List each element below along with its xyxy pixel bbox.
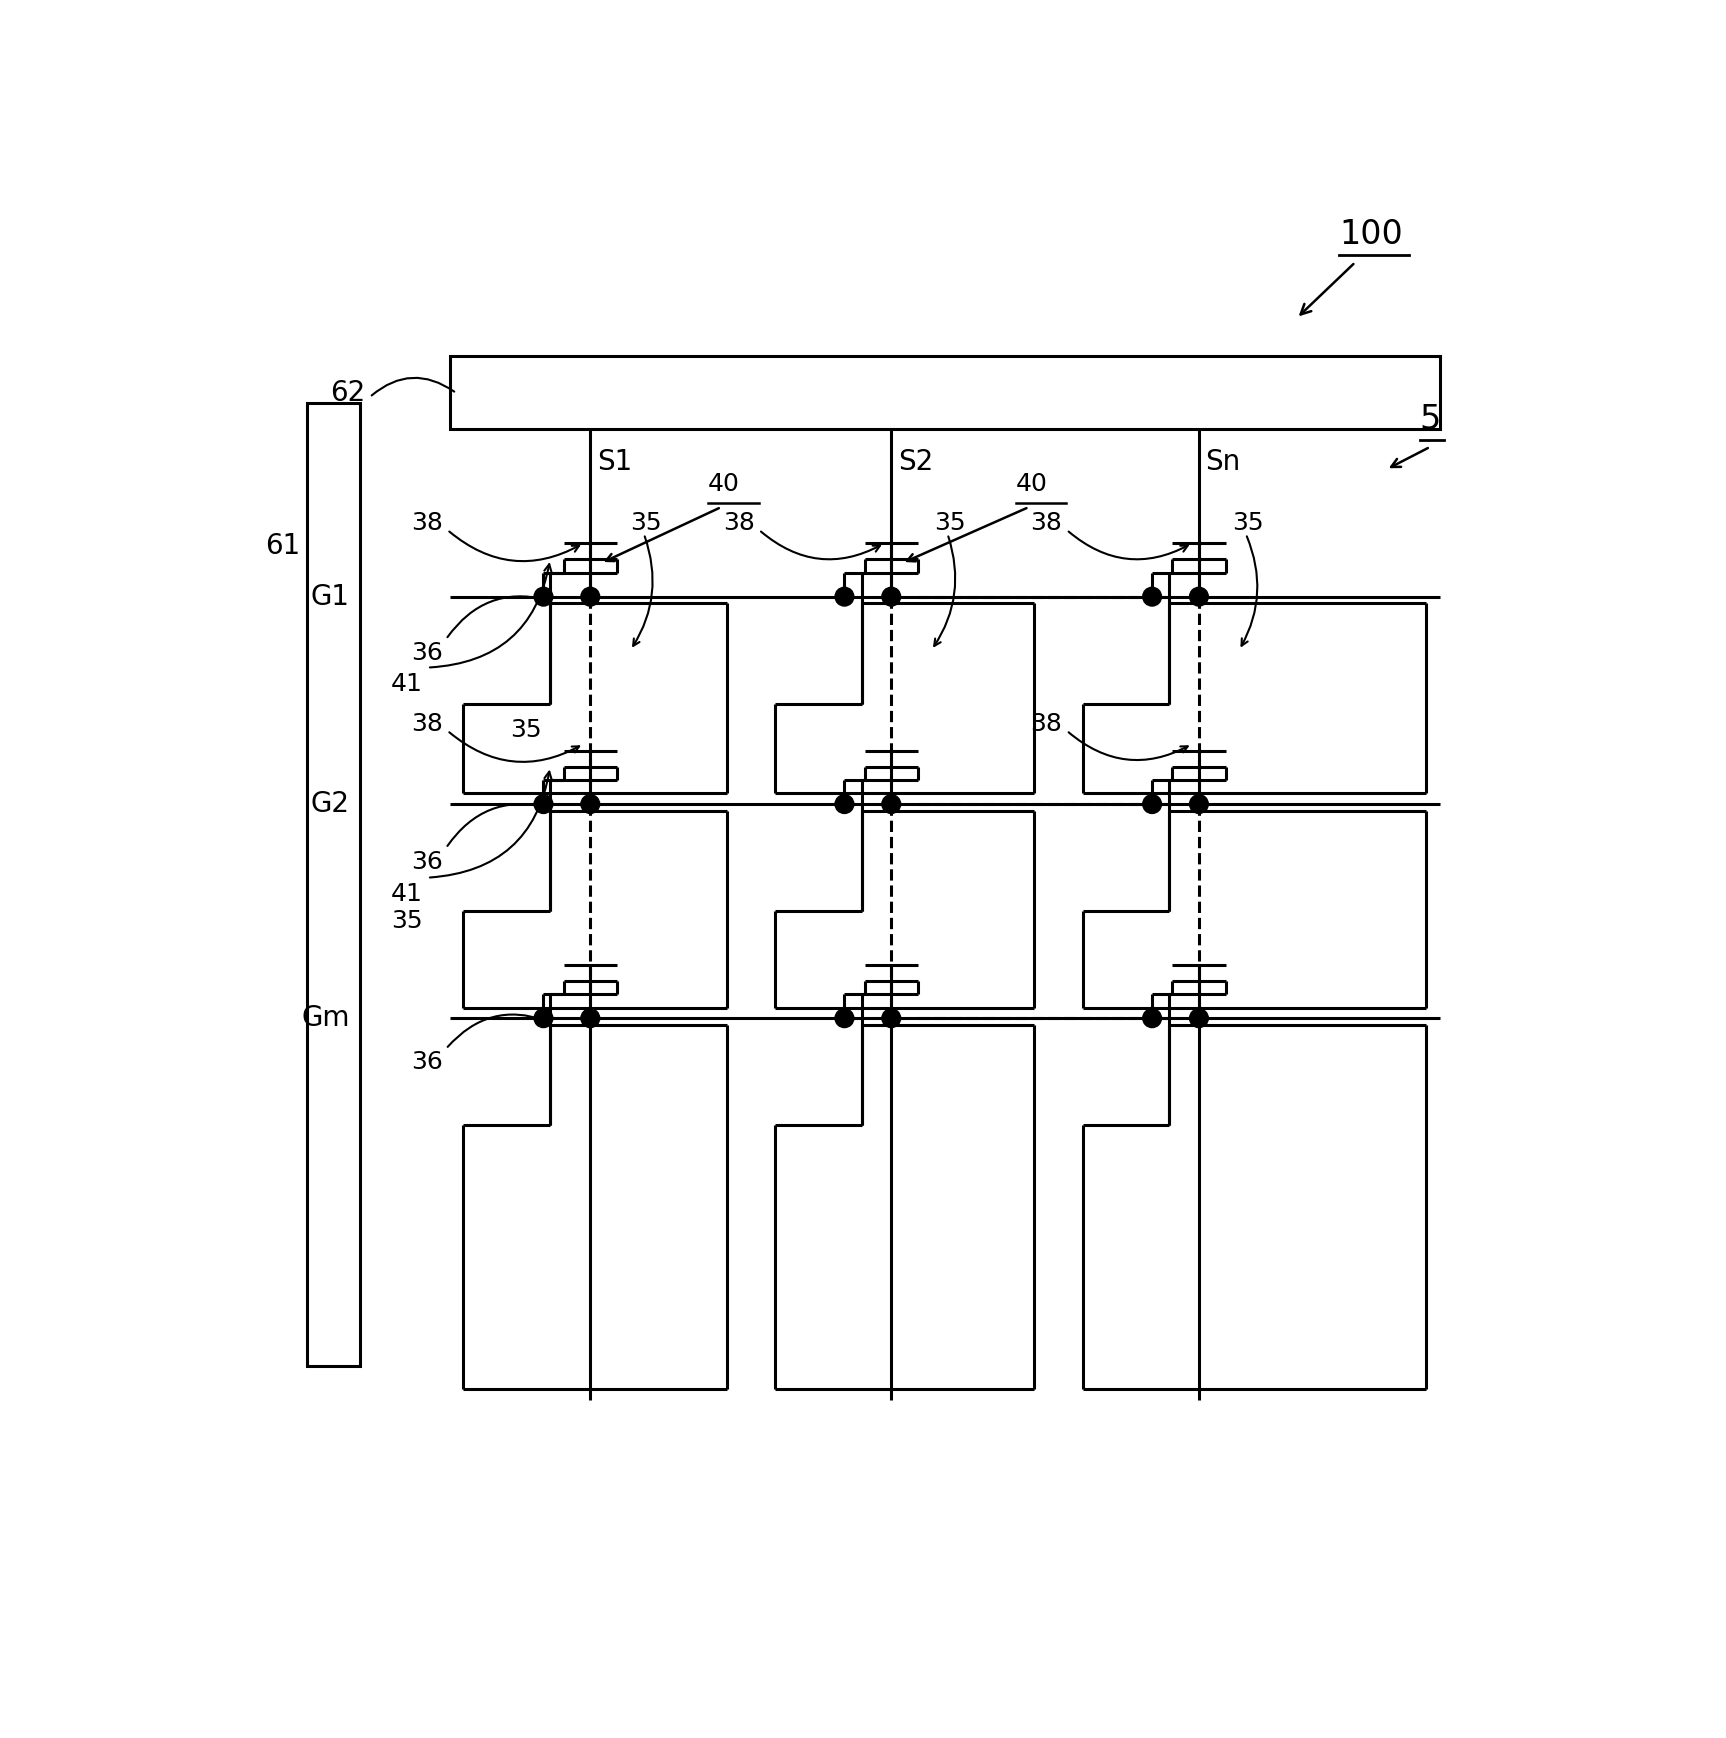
Circle shape [835, 794, 854, 813]
Circle shape [1143, 1008, 1162, 1027]
Text: 35: 35 [934, 511, 965, 535]
Text: Sn: Sn [1205, 448, 1241, 476]
Text: 35: 35 [630, 511, 663, 535]
Text: S1: S1 [597, 448, 632, 476]
Circle shape [1189, 794, 1208, 813]
Text: 38: 38 [411, 713, 444, 735]
Text: 35: 35 [1232, 511, 1263, 535]
Text: 38: 38 [1030, 511, 1063, 535]
Text: 38: 38 [723, 511, 754, 535]
Circle shape [533, 1008, 552, 1027]
Text: 41: 41 [392, 671, 423, 695]
Text: 36: 36 [411, 1050, 444, 1074]
Circle shape [882, 794, 901, 813]
Text: 36: 36 [411, 641, 444, 666]
Circle shape [582, 794, 599, 813]
Text: 35: 35 [392, 909, 423, 933]
Text: G1: G1 [311, 582, 349, 610]
Circle shape [835, 1008, 854, 1027]
Text: 38: 38 [1030, 713, 1063, 735]
Text: 35: 35 [511, 718, 542, 742]
Circle shape [1189, 587, 1208, 607]
Text: 100: 100 [1339, 219, 1403, 252]
Text: 38: 38 [411, 511, 444, 535]
Text: 41: 41 [392, 881, 423, 905]
Text: 40: 40 [708, 473, 740, 497]
Circle shape [582, 587, 599, 607]
Bar [450, 356, 1439, 429]
Text: 36: 36 [411, 850, 444, 874]
Text: 61: 61 [264, 532, 300, 560]
Bar [307, 403, 361, 1366]
Circle shape [1143, 587, 1162, 607]
Circle shape [533, 794, 552, 813]
Circle shape [1189, 1008, 1208, 1027]
Text: 62: 62 [330, 379, 366, 407]
Circle shape [882, 1008, 901, 1027]
Circle shape [835, 587, 854, 607]
Circle shape [1143, 794, 1162, 813]
Text: S2: S2 [898, 448, 934, 476]
Text: Gm: Gm [300, 1005, 349, 1032]
Circle shape [882, 587, 901, 607]
Text: 5: 5 [1419, 403, 1441, 436]
Circle shape [582, 1008, 599, 1027]
Circle shape [533, 587, 552, 607]
Text: G2: G2 [311, 791, 349, 819]
Text: 40: 40 [1015, 473, 1048, 497]
